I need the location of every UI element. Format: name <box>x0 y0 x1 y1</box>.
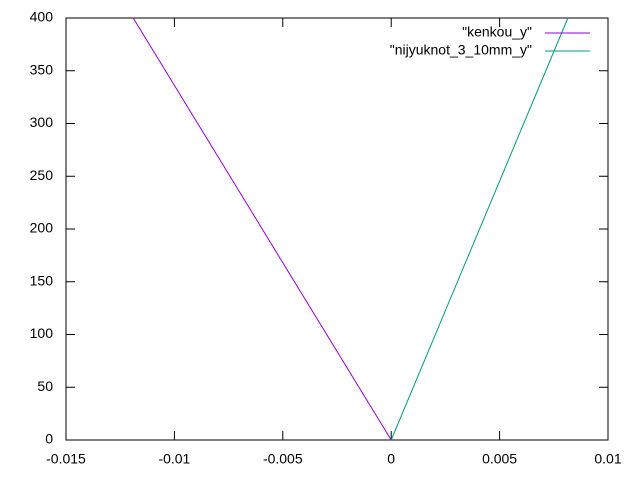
legend-label: "nijyuknot_3_10mm_y" <box>390 42 532 58</box>
x-tick-label: -0.01 <box>158 451 190 467</box>
y-tick-label: 100 <box>30 325 54 341</box>
y-tick-label: 400 <box>30 9 54 25</box>
y-tick-label: 150 <box>30 272 54 288</box>
x-tick-label: -0.015 <box>46 451 86 467</box>
legend-label: "kenkou_y" <box>462 24 532 40</box>
series-line <box>132 17 392 441</box>
plot-border <box>65 17 609 441</box>
x-tick-label: 0 <box>387 451 395 467</box>
x-tick-label: 0.005 <box>482 451 517 467</box>
y-tick-label: 0 <box>45 431 53 447</box>
y-tick-label: 350 <box>30 61 54 77</box>
y-tick-label: 300 <box>30 114 54 130</box>
y-tick-label: 250 <box>30 167 54 183</box>
y-tick-label: 50 <box>37 378 53 394</box>
x-tick-label: 0.01 <box>594 451 621 467</box>
x-tick-label: -0.005 <box>263 451 303 467</box>
series-line <box>390 17 569 441</box>
y-tick-label: 200 <box>30 220 54 236</box>
